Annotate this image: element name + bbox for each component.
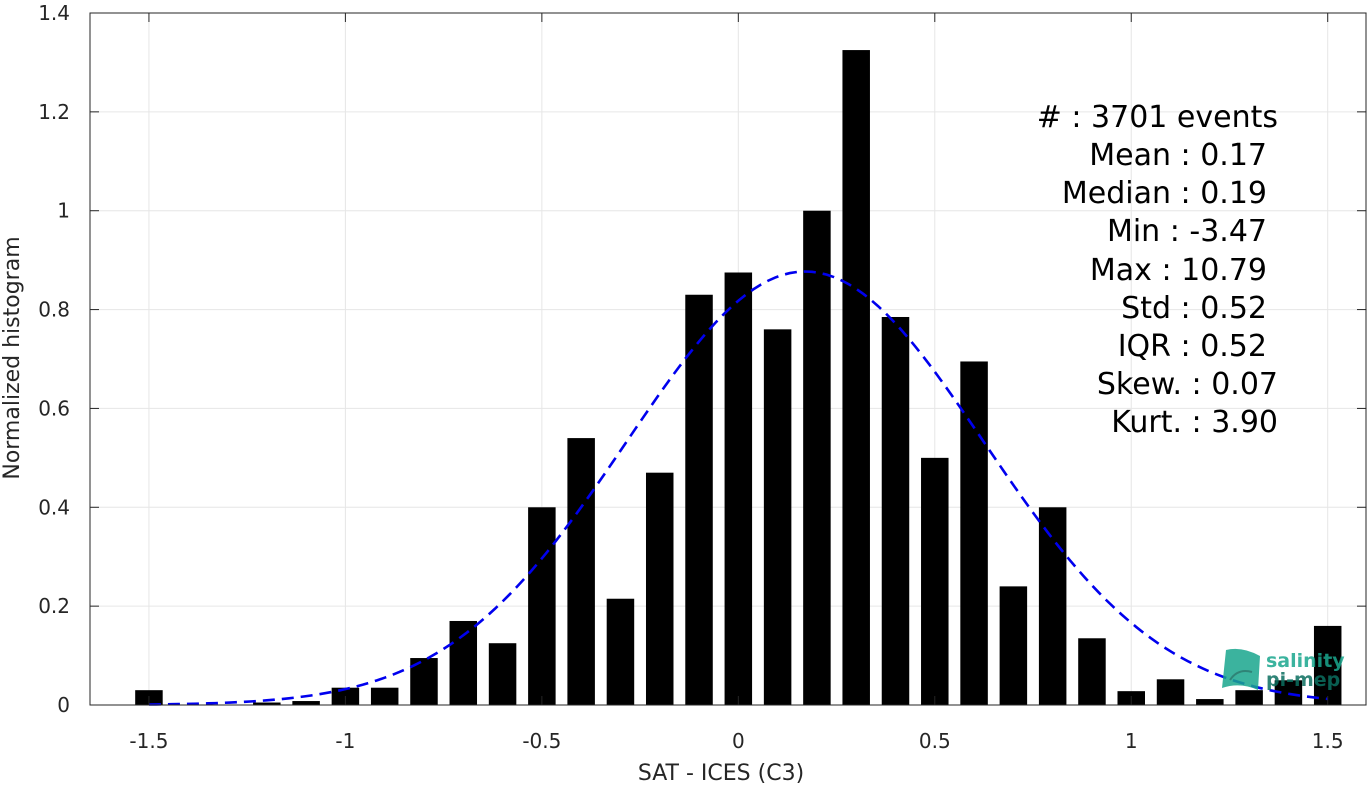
stats-kurtosis: Kurt. : 3.90 [1111,405,1278,440]
y-tick-label: 0.2 [38,594,70,618]
histogram-bar [921,457,949,705]
histogram-bar [567,438,595,705]
x-tick-label: 0.5 [919,729,951,753]
logo-text-salinity: salinity [1266,650,1345,672]
histogram-bar [960,361,988,705]
histogram-bar [645,472,674,705]
y-tick-label: 1 [57,199,70,223]
stats-std: Std : 0.52 [1121,291,1267,326]
histogram-bar [881,316,910,705]
statistics-summary: # : 3701 events Mean : 0.17 Median : 0.1… [1037,100,1278,440]
plot-border [89,12,1367,706]
histogram-bar [449,620,478,705]
histogram-bar [842,50,870,706]
logo-wave-icon [1222,648,1260,690]
histogram-bar [528,507,556,705]
histogram-bar [606,598,635,705]
y-tick-label: 0.6 [38,396,70,420]
histogram-bar [370,687,399,705]
histogram-bar [1156,679,1185,705]
stats-median: Median : 0.19 [1062,176,1267,211]
stats-mean: Mean : 0.17 [1089,138,1267,173]
x-tick-label: -1 [335,729,355,753]
logo-text-pi-mep: pi-mep [1266,669,1340,691]
x-axis-ticks: -1.5 -1 -0.5 0 0.5 1 1.5 [129,13,1344,753]
stats-max: Max : 10.79 [1090,253,1267,288]
logo-wave-icon-inner [1229,670,1253,681]
stats-count: # : 3701 events [1037,100,1278,135]
y-tick-label: 0.8 [38,298,70,322]
histogram-bars [135,50,1342,706]
histogram-bar [1038,507,1067,705]
y-tick-label: 1.4 [38,1,70,25]
x-tick-label: 0 [732,729,745,753]
x-tick-label: -1.5 [129,729,168,753]
stats-iqr: IQR : 0.52 [1118,329,1267,364]
y-axis-ticks: 0 0.2 0.4 0.6 0.8 1 1.2 1.4 [38,1,1366,717]
histogram-bar [488,643,517,705]
y-tick-label: 1.2 [38,100,70,124]
histogram-bar [763,329,792,705]
stats-skew: Skew. : 0.07 [1097,367,1278,402]
histogram-bar [1313,625,1342,705]
y-axis-title: Normalized histogram [0,236,25,479]
salinity-pi-mep-logo: salinity pi-mep [1222,648,1345,691]
histogram-bar [292,701,320,705]
histogram-bar [724,272,753,705]
stats-min: Min : -3.47 [1107,214,1267,249]
histogram-bar [1078,638,1106,705]
axes-frame [89,12,1367,706]
gaussian-fit-curve [148,270,1328,706]
histogram-bar [803,210,831,705]
x-tick-label: -0.5 [522,729,561,753]
x-tick-label: 1 [1125,729,1138,753]
x-axis-title: SAT - ICES (C3) [638,761,804,785]
y-tick-label: 0 [57,693,70,717]
histogram-bar [999,586,1028,705]
x-tick-label: 1.5 [1312,729,1344,753]
histogram-bar [1196,699,1224,705]
histogram-bar [685,294,713,705]
y-tick-label: 0.4 [38,495,70,519]
histogram-bar [253,702,281,705]
histogram-bar [1235,690,1263,705]
